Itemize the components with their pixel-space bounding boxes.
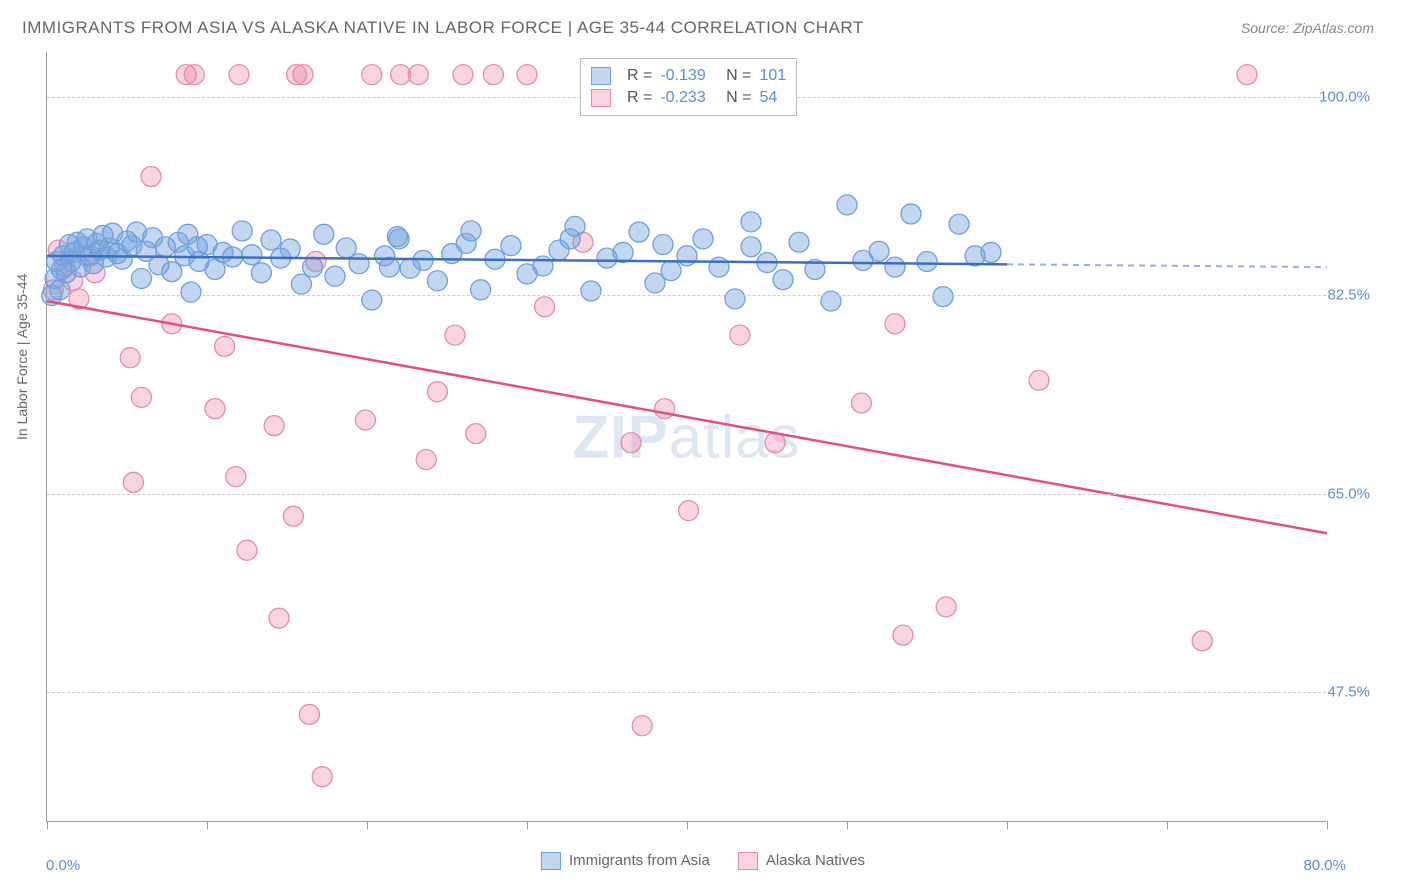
n-value-a: 101: [760, 67, 787, 85]
legend-row-b: R = -0.233 N = 54: [591, 87, 786, 109]
correlation-legend: R = -0.139 N = 101 R = -0.233 N = 54: [580, 58, 797, 116]
chart-title: IMMIGRANTS FROM ASIA VS ALASKA NATIVE IN…: [22, 18, 864, 38]
legend-item-b: Alaska Natives: [738, 852, 865, 870]
r-prefix: R =: [627, 89, 652, 107]
n-prefix: N =: [726, 89, 751, 107]
x-axis-min-label: 0.0%: [46, 857, 80, 874]
plot-svg: [47, 52, 1326, 821]
r-prefix: R =: [627, 67, 652, 85]
y-tick-label: 82.5%: [1327, 287, 1370, 304]
legend-item-a: Immigrants from Asia: [541, 852, 710, 870]
legend-swatch-b: [591, 89, 611, 107]
y-axis-label: In Labor Force | Age 35-44: [14, 274, 30, 440]
legend-swatch-a: [591, 67, 611, 85]
y-tick-label: 47.5%: [1327, 683, 1370, 700]
legend-swatch-b-icon: [738, 852, 758, 870]
n-value-b: 54: [760, 89, 778, 107]
series-legend: Immigrants from Asia Alaska Natives: [541, 852, 865, 870]
legend-swatch-a-icon: [541, 852, 561, 870]
r-value-a: -0.139: [660, 67, 705, 85]
plot-area: ZIPatlas: [46, 52, 1326, 822]
r-value-b: -0.233: [660, 89, 705, 107]
legend-row-a: R = -0.139 N = 101: [591, 65, 786, 87]
legend-label-a: Immigrants from Asia: [569, 852, 710, 869]
n-prefix: N =: [726, 67, 751, 85]
y-tick-label: 100.0%: [1319, 89, 1370, 106]
chart-container: IMMIGRANTS FROM ASIA VS ALASKA NATIVE IN…: [0, 0, 1406, 892]
legend-label-b: Alaska Natives: [766, 852, 865, 869]
source-attribution: Source: ZipAtlas.com: [1241, 20, 1374, 36]
y-tick-label: 65.0%: [1327, 485, 1370, 502]
x-axis-max-label: 80.0%: [1303, 857, 1346, 874]
